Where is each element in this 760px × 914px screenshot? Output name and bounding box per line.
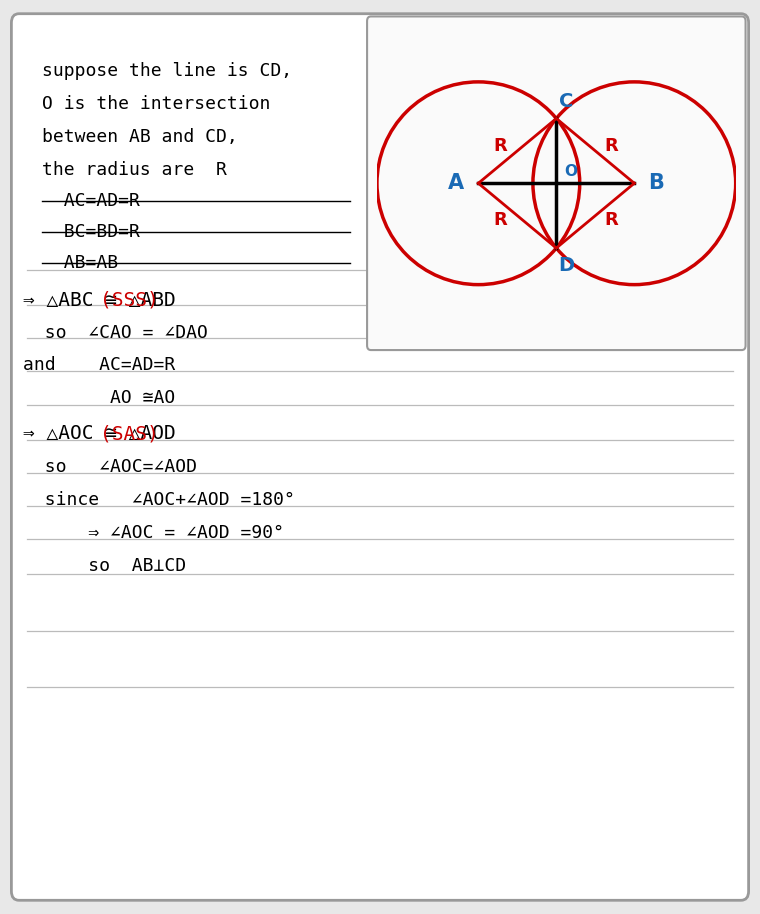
Text: (SAS): (SAS) [100,424,159,443]
Text: suppose the line is CD,: suppose the line is CD, [42,62,292,80]
Text: AO ≅AO: AO ≅AO [23,389,175,408]
Text: AB=AB: AB=AB [42,254,118,272]
FancyBboxPatch shape [367,16,746,350]
Text: the radius are  R: the radius are R [42,161,226,179]
Text: ⇒ ∠AOC = ∠AOD =90°: ⇒ ∠AOC = ∠AOD =90° [23,524,283,542]
Text: so  AB⊥CD: so AB⊥CD [23,557,186,575]
Text: so  ∠CAO = ∠DAO: so ∠CAO = ∠DAO [23,324,207,343]
Text: AC=AD=R: AC=AD=R [42,192,140,210]
Text: O is the intersection: O is the intersection [42,95,270,113]
Text: so   ∠AOC=∠AOD: so ∠AOC=∠AOD [23,458,197,476]
Text: since   ∠AOC+∠AOD =180°: since ∠AOC+∠AOD =180° [23,491,295,509]
Text: ⇒ △ABC ≅ △ABD: ⇒ △ABC ≅ △ABD [23,291,187,310]
FancyBboxPatch shape [11,14,749,900]
Text: BC=BD=R: BC=BD=R [42,223,140,241]
Text: (SSS): (SSS) [100,291,159,310]
Text: between AB and CD,: between AB and CD, [42,128,238,146]
Text: ⇒ △AOC ≅ △AOD: ⇒ △AOC ≅ △AOD [23,424,187,443]
Text: and    AC=AD=R: and AC=AD=R [23,356,175,375]
